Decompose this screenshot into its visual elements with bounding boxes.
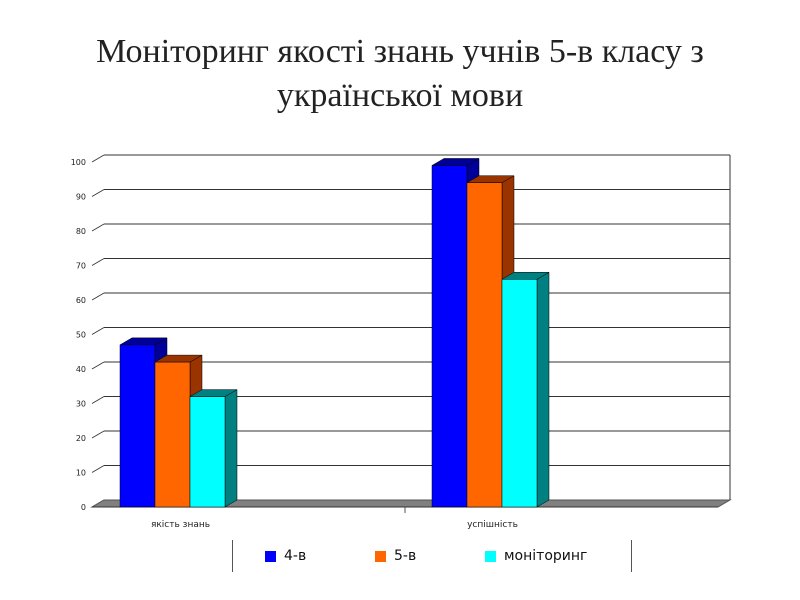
y-tick-label: 0 bbox=[81, 503, 86, 512]
chart-title: Моніторинг якості знань учнів 5-в класу … bbox=[0, 30, 800, 118]
bar bbox=[189, 396, 226, 508]
y-tick-label: 70 bbox=[76, 262, 86, 271]
gridline-depth bbox=[91, 189, 105, 197]
bar bbox=[431, 165, 468, 508]
gridline-depth bbox=[91, 258, 105, 266]
y-tick-label: 80 bbox=[76, 227, 86, 236]
gridline-depth bbox=[91, 154, 105, 163]
y-tick-label: 40 bbox=[76, 365, 86, 374]
gridline-depth bbox=[91, 361, 105, 370]
x-tick-label: успішність bbox=[467, 520, 518, 530]
bar bbox=[466, 182, 503, 508]
legend-item-4v: 4-в bbox=[265, 548, 306, 564]
legend-swatch-4v bbox=[265, 550, 276, 562]
bar bbox=[501, 279, 538, 508]
gridline-depth bbox=[91, 327, 105, 335]
legend-label-4v: 4-в bbox=[284, 548, 307, 564]
gridline-depth bbox=[91, 430, 105, 439]
gridline-depth bbox=[91, 465, 105, 473]
y-tick-label: 90 bbox=[76, 193, 86, 202]
x-tick-label: якість знань bbox=[151, 520, 210, 530]
legend-label-monitoring: моніторинг bbox=[504, 548, 588, 564]
y-tick-label: 10 bbox=[76, 469, 86, 478]
bar-side bbox=[224, 389, 238, 508]
bar bbox=[119, 344, 156, 508]
legend-item-5v: 5-в bbox=[375, 548, 416, 564]
chart-legend: 4-в 5-в моніторинг bbox=[232, 540, 632, 572]
legend-swatch-monitoring bbox=[485, 550, 496, 562]
gridline-depth bbox=[91, 223, 105, 232]
legend-label-5v: 5-в bbox=[394, 548, 417, 564]
bar bbox=[154, 361, 191, 508]
y-tick-label: 100 bbox=[71, 158, 86, 167]
gridline-depth bbox=[91, 292, 105, 301]
legend-swatch-5v bbox=[375, 550, 386, 562]
y-tick-label: 20 bbox=[76, 434, 86, 443]
bar-side bbox=[536, 271, 550, 508]
y-tick-label: 60 bbox=[76, 296, 86, 305]
legend-item-monitoring: моніторинг bbox=[485, 548, 587, 564]
chart-title-line-2: української мови bbox=[276, 77, 524, 114]
chart-title-line-1: Моніторинг якості знань учнів 5-в класу … bbox=[96, 33, 704, 70]
y-tick-label: 30 bbox=[76, 400, 86, 409]
gridline-depth bbox=[91, 396, 105, 404]
y-tick-label: 50 bbox=[76, 331, 86, 340]
